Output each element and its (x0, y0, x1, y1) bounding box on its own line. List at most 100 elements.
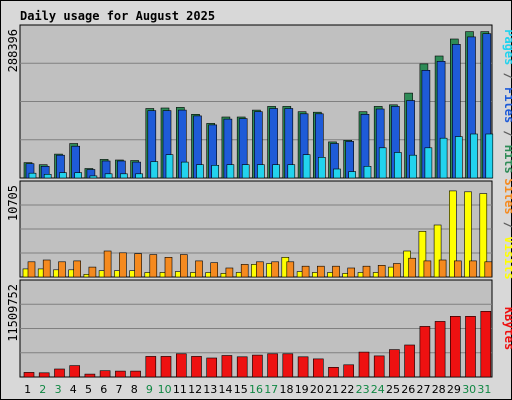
x-tick-label-day-18: 18 (280, 383, 294, 396)
bar-sites-day-15 (240, 264, 249, 278)
bar-sites-day-18 (286, 261, 295, 278)
bar-sites-day-17 (271, 261, 279, 278)
bar-pages-day-29 (454, 136, 463, 179)
bar-sites-day-11 (180, 254, 188, 278)
bar-pages-day-4 (74, 172, 82, 179)
bar-sites-day-1 (27, 261, 36, 278)
bar-pages-day-26 (409, 154, 417, 179)
x-tick-label-day-4: 4 (70, 383, 77, 396)
bar-kbytes-day-10 (160, 356, 172, 378)
bar-pages-day-19 (302, 154, 311, 179)
chart-title: Daily usage for August 2025 (20, 9, 215, 23)
legend-part-/: / (502, 65, 512, 87)
bar-sites-day-3 (58, 261, 66, 278)
bar-kbytes-day-7 (115, 370, 126, 378)
bar-kbytes-day-8 (130, 370, 141, 378)
legend-part-sites: Sites (502, 178, 512, 214)
panel-top-series-legend: Pages / Files / Hits (502, 29, 512, 174)
bar-pages-day-18 (287, 164, 296, 179)
bar-visits-day-27 (418, 231, 427, 278)
legend-part-files: Files (502, 87, 512, 123)
x-tick-label-day-28: 28 (432, 383, 446, 396)
x-tick-label-day-15: 15 (234, 383, 248, 396)
legend-part-/: / (502, 215, 512, 237)
x-tick-label-day-20: 20 (310, 383, 324, 396)
x-tick-label-day-30: 30 (462, 383, 476, 396)
bar-kbytes-day-5 (84, 373, 96, 378)
bar-kbytes-day-22 (343, 364, 355, 378)
bar-pages-day-25 (394, 152, 402, 179)
x-tick-label-day-12: 12 (188, 383, 202, 396)
x-tick-label-day-31: 31 (477, 383, 491, 396)
x-tick-label-day-8: 8 (131, 383, 138, 396)
bar-sites-day-26 (408, 257, 416, 278)
bar-visits-day-31 (479, 193, 488, 278)
bar-pages-day-31 (485, 133, 494, 179)
panel-bot: 11509752 KBytes (6, 279, 512, 378)
x-tick-label-day-1: 1 (24, 383, 31, 396)
x-tick-label-day-16: 16 (249, 383, 263, 396)
panel-mid-series-legend: Sites / Visits (502, 178, 512, 279)
bar-sites-day-14 (225, 267, 234, 278)
legend-part-visits: Visits (502, 236, 512, 279)
bar-pages-day-3 (59, 172, 67, 179)
bar-pages-day-12 (196, 164, 204, 179)
bar-kbytes-day-19 (297, 356, 309, 378)
bar-sites-day-20 (316, 265, 325, 278)
x-tick-label-day-7: 7 (116, 383, 123, 396)
bar-sites-day-4 (73, 260, 81, 278)
bar-pages-day-24 (378, 147, 387, 179)
bar-sites-day-21 (332, 265, 340, 278)
bar-kbytes-day-20 (312, 358, 324, 378)
bar-sites-day-12 (195, 260, 203, 278)
panel-mid-ymax-label: 10705 (6, 185, 20, 221)
bar-pages-day-16 (257, 164, 265, 179)
bar-kbytes-day-28 (434, 321, 446, 378)
x-tick-label-day-3: 3 (55, 383, 62, 396)
bar-pages-day-17 (272, 164, 280, 179)
bar-pages-day-2 (43, 174, 52, 179)
bar-kbytes-day-1 (23, 372, 35, 378)
bar-sites-day-9 (149, 254, 158, 278)
x-tick-label-day-23: 23 (356, 383, 370, 396)
bar-kbytes-day-16 (252, 354, 263, 378)
panel-top: 288396 Pages / Files / Hits (6, 24, 512, 179)
legend-part-hits: Hits (502, 145, 512, 174)
x-tick-label-day-5: 5 (85, 383, 92, 396)
bar-sites-day-22 (347, 267, 356, 278)
bar-sites-day-24 (377, 264, 386, 278)
bar-pages-day-6 (104, 173, 113, 179)
x-tick-label-day-14: 14 (219, 383, 233, 396)
bar-kbytes-day-30 (465, 315, 476, 378)
bar-pages-day-14 (226, 164, 235, 179)
x-tick-label-day-2: 2 (39, 383, 46, 396)
panel-bot-series-legend: KBytes (502, 307, 512, 350)
bar-pages-day-13 (211, 165, 219, 179)
panel-bot-ymax-label: 11509752 (6, 284, 20, 342)
bar-pages-day-10 (165, 154, 174, 179)
x-axis-day-labels: 1 2 3 4 5 6 7 8 9 10 11 12 13 14 15 16 17 18 19 20 21 22 23 24 2… (24, 383, 491, 396)
bar-sites-day-2 (42, 259, 51, 278)
bar-kbytes-day-4 (69, 365, 80, 378)
bar-kbytes-day-26 (404, 344, 415, 378)
bar-pages-day-15 (241, 164, 250, 179)
bar-kbytes-day-31 (480, 310, 492, 378)
bar-visits-day-30 (464, 191, 472, 278)
bar-kbytes-day-12 (191, 356, 202, 378)
bar-kbytes-day-3 (54, 368, 65, 378)
bar-pages-day-30 (470, 133, 478, 179)
x-tick-label-day-21: 21 (325, 383, 339, 396)
bar-visits-day-28 (433, 224, 442, 278)
bar-kbytes-day-11 (176, 353, 187, 378)
x-tick-label-day-13: 13 (203, 383, 217, 396)
bar-sites-day-8 (134, 253, 142, 278)
x-tick-label-day-11: 11 (173, 383, 187, 396)
legend-part-kbytes: KBytes (502, 307, 512, 350)
bar-pages-day-21 (333, 168, 341, 179)
bar-kbytes-day-21 (328, 366, 339, 378)
chart-panels: 288396 Pages / Files / Hits 10705 Sites / V… (6, 24, 512, 378)
bar-pages-day-11 (181, 161, 189, 179)
x-tick-label-day-6: 6 (100, 383, 107, 396)
bar-sites-day-29 (453, 260, 462, 278)
